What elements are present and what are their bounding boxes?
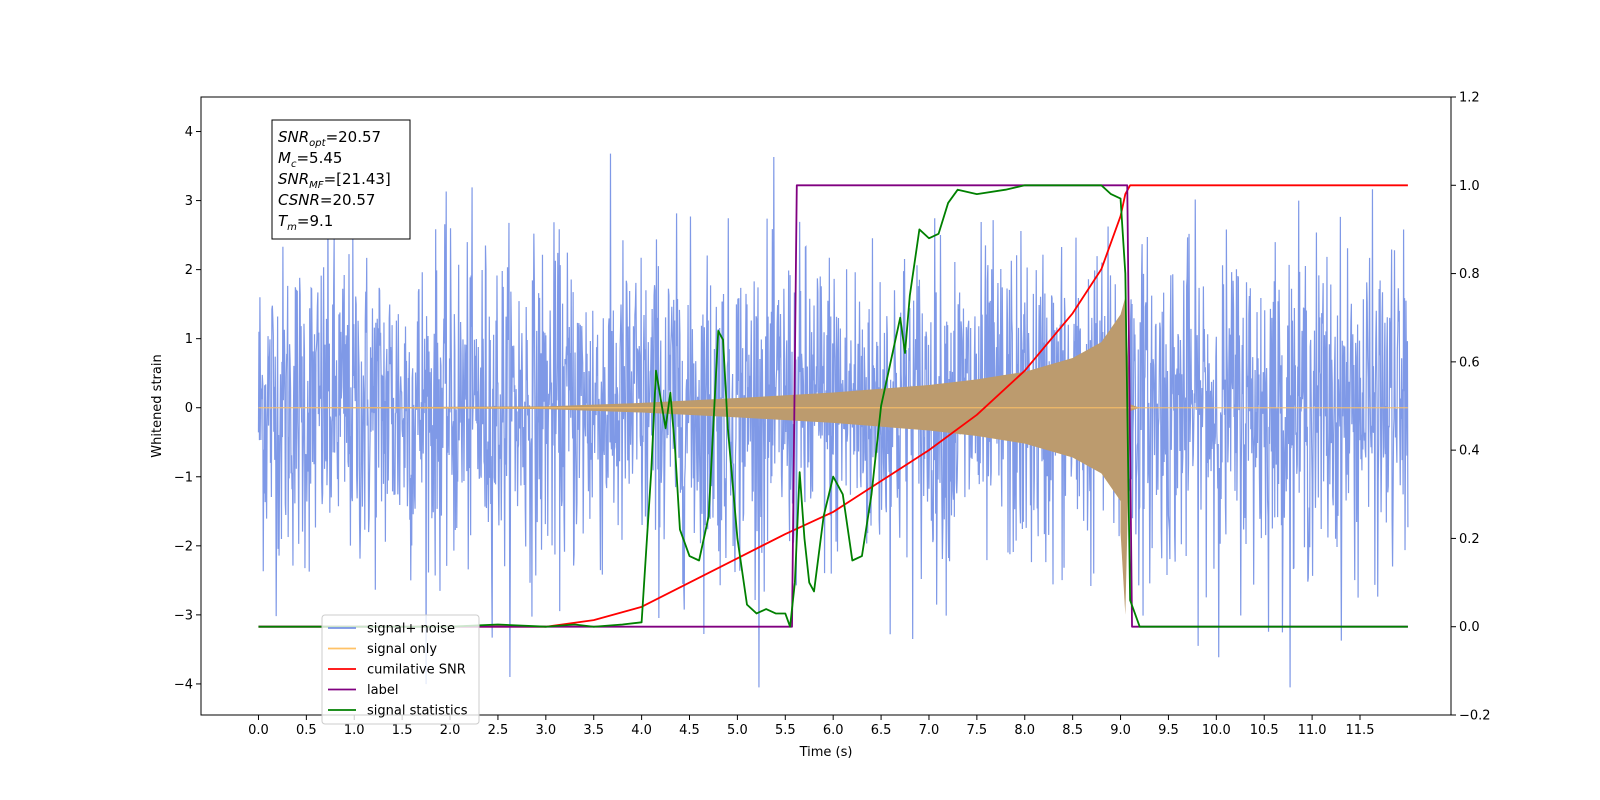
legend: signal+ noise signal only cumilative SNR la… bbox=[321, 614, 480, 725]
legend-label: signal only bbox=[367, 642, 437, 657]
x-tick-label: 8.5 bbox=[1062, 723, 1083, 738]
signal-statistics-line bbox=[258, 184, 1408, 628]
x-tick-label: 1.0 bbox=[344, 723, 365, 738]
x-axis: 0.0 0.5 1.0 1.5 2.0 2.5 3.0 3.5 4.0 4.5 5.0 5.5 6.0 6… bbox=[248, 715, 1374, 738]
y2-tick-label: 0.0 bbox=[1459, 620, 1480, 635]
x-tick-label: 4.0 bbox=[631, 723, 652, 738]
info-line: Tm=9.1 bbox=[278, 212, 333, 233]
x-tick-label: 2.5 bbox=[488, 723, 509, 738]
x-tick-label: 5.5 bbox=[775, 723, 796, 738]
signal-noise-series bbox=[257, 153, 1409, 688]
x-tick-label: 0.5 bbox=[296, 723, 317, 738]
x-tick-label: 3.5 bbox=[583, 723, 604, 738]
x-tick-label: 10.5 bbox=[1250, 723, 1279, 738]
legend-label: cumilative SNR bbox=[367, 663, 466, 678]
x-tick-label: 4.5 bbox=[679, 723, 700, 738]
info-line: SNRMF=[21.43] bbox=[278, 170, 391, 191]
y2-tick-label: 1.2 bbox=[1459, 91, 1480, 106]
legend-label: signal statistics bbox=[367, 704, 468, 719]
y2-tick-label: 0.6 bbox=[1459, 355, 1480, 370]
y-axis-label: Whitened strain bbox=[150, 354, 165, 457]
info-line: SNRopt=20.57 bbox=[278, 128, 381, 149]
x-tick-label: 6.5 bbox=[871, 723, 892, 738]
y-tick-label: 4 bbox=[185, 125, 193, 140]
info-line: Mc=5.45 bbox=[278, 149, 342, 170]
y-tick-label: 1 bbox=[185, 332, 193, 347]
line-series-group bbox=[258, 184, 1408, 628]
x-tick-label: 10.0 bbox=[1202, 723, 1231, 738]
y-tick-label: −1 bbox=[174, 470, 193, 485]
x-tick-label: 1.5 bbox=[392, 723, 413, 738]
x-tick-label: 6.0 bbox=[823, 723, 844, 738]
x-tick-label: 2.0 bbox=[440, 723, 461, 738]
y2-tick-label: 0.2 bbox=[1459, 532, 1480, 547]
legend-label: signal+ noise bbox=[367, 622, 455, 637]
x-tick-label: 11.0 bbox=[1298, 723, 1327, 738]
x-tick-label: 9.0 bbox=[1110, 723, 1131, 738]
y2-tick-label: −0.2 bbox=[1459, 709, 1491, 724]
y-axis-left: −4 −3 −2 −1 0 1 2 3 4 bbox=[174, 125, 201, 692]
legend-label: label bbox=[367, 683, 398, 698]
y-tick-label: 3 bbox=[185, 194, 193, 209]
y2-tick-label: 0.4 bbox=[1459, 444, 1480, 459]
info-box-frame bbox=[271, 119, 411, 240]
x-tick-label: 9.5 bbox=[1158, 723, 1179, 738]
x-tick-label: 5.0 bbox=[727, 723, 748, 738]
x-tick-label: 8.0 bbox=[1014, 723, 1035, 738]
x-tick-label: 0.0 bbox=[248, 723, 269, 738]
y-tick-label: −4 bbox=[174, 677, 193, 692]
x-tick-label: 3.0 bbox=[535, 723, 556, 738]
y-tick-label: 2 bbox=[185, 263, 193, 278]
x-tick-label: 7.0 bbox=[919, 723, 940, 738]
x-tick-label: 11.5 bbox=[1346, 723, 1375, 738]
info-line: CSNR=20.57 bbox=[278, 191, 375, 209]
y-tick-label: 0 bbox=[185, 401, 193, 416]
y-axis-right: −0.2 0.0 0.2 0.4 0.6 0.8 1.0 1.2 bbox=[1451, 91, 1491, 724]
y2-tick-label: 0.8 bbox=[1459, 267, 1480, 282]
x-tick-label: 7.5 bbox=[967, 723, 988, 738]
x-axis-label: Time (s) bbox=[799, 745, 853, 760]
y-tick-label: −2 bbox=[174, 539, 193, 554]
y-tick-label: −3 bbox=[174, 608, 193, 623]
signal-noise-line bbox=[257, 153, 1409, 688]
info-box: SNRopt=20.57Mc=5.45SNRMF=[21.43]CSNR=20.… bbox=[271, 119, 411, 240]
y2-tick-label: 1.0 bbox=[1459, 179, 1480, 194]
legend-frame bbox=[321, 614, 480, 725]
plot-frame bbox=[200, 96, 1452, 716]
